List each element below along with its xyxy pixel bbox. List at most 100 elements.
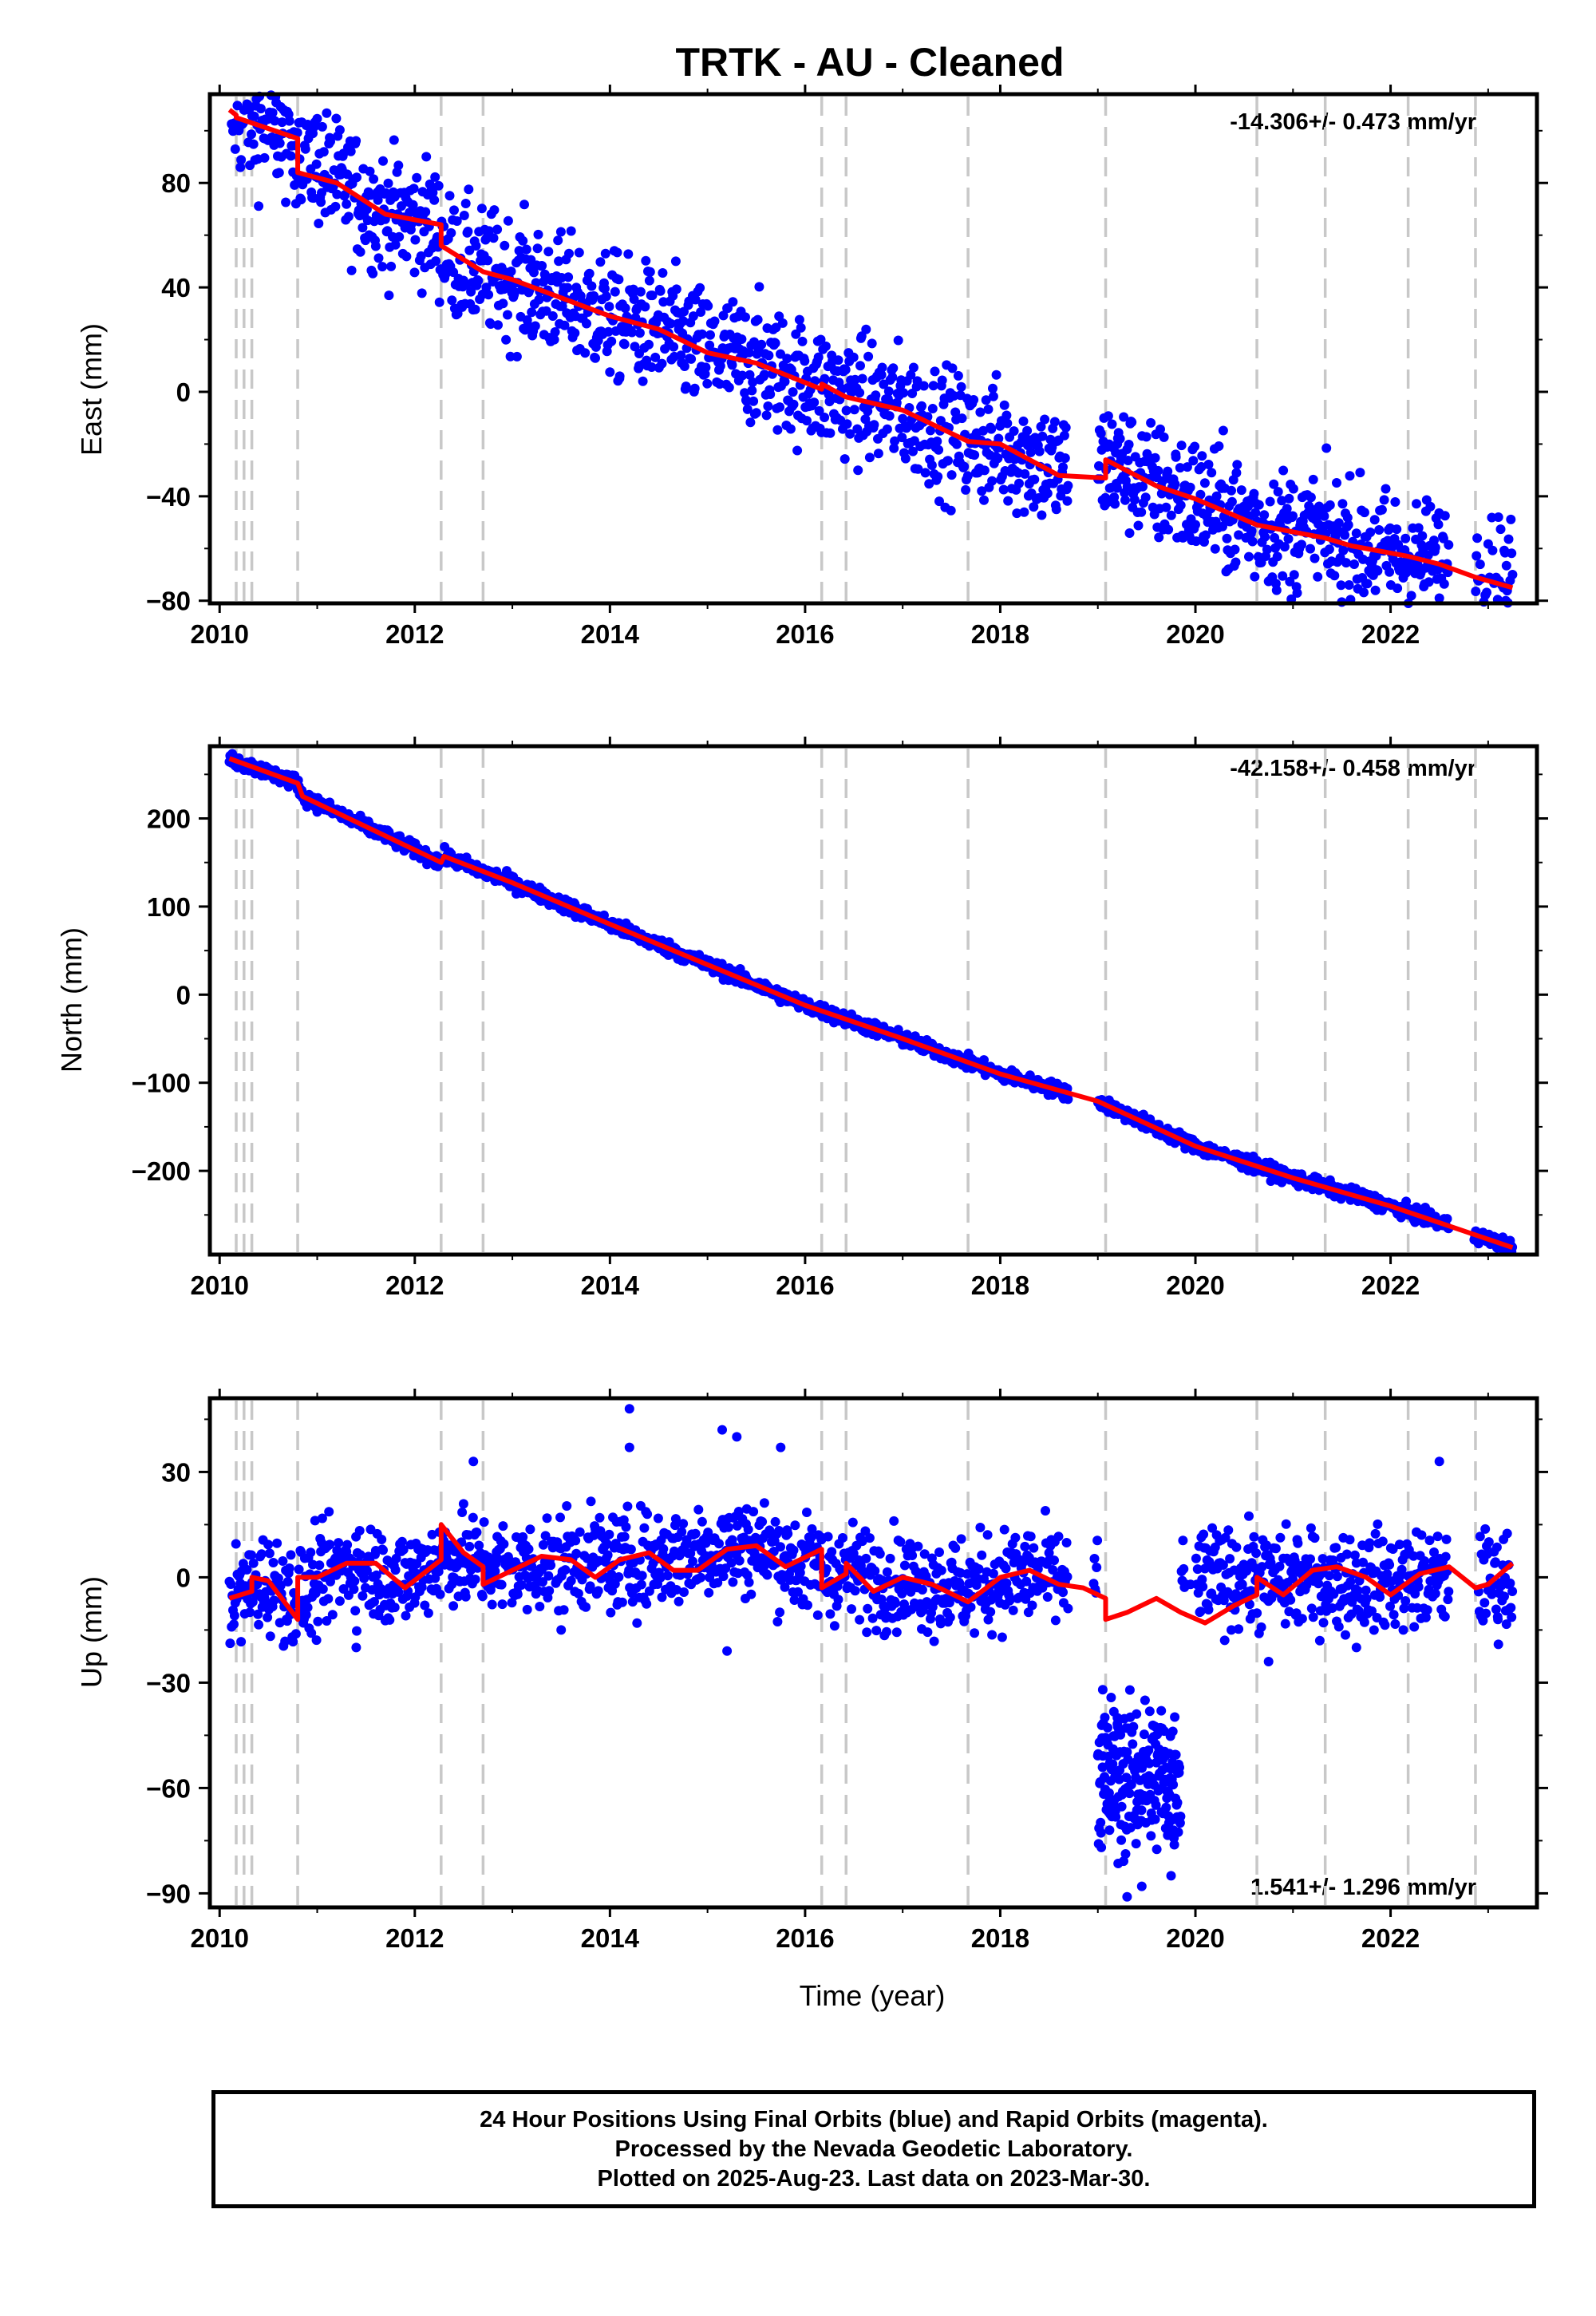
data-point-328 (464, 1541, 475, 1551)
data-point-1238 (1249, 1531, 1259, 1542)
data-point-1680 (614, 371, 625, 381)
data-point-854 (849, 405, 859, 415)
data-point-593 (658, 1543, 669, 1554)
data-point-1489 (1343, 520, 1353, 530)
data-point-1097 (1027, 1600, 1037, 1611)
data-point-1551 (1507, 1587, 1518, 1596)
data-point-141 (327, 1610, 338, 1620)
data-point-903 (885, 1553, 895, 1563)
data-point-1115 (1041, 1506, 1050, 1516)
data-point-401 (518, 235, 528, 246)
x-tick-label-2012: 2012 (385, 1271, 444, 1300)
data-point-751 (774, 1526, 784, 1535)
data-point-697 (734, 1555, 745, 1566)
data-point-15 (235, 162, 246, 172)
ylabel-up: Up (mm) (75, 1576, 108, 1688)
data-point-1242 (1252, 1608, 1262, 1618)
data-point-208 (377, 1535, 387, 1544)
data-point-994 (952, 439, 962, 449)
data-point-326 (463, 227, 473, 236)
data-point-705 (741, 312, 750, 322)
data-point-359 (487, 1599, 497, 1610)
data-point-1365 (1341, 1549, 1352, 1559)
data-point-592 (658, 268, 668, 278)
data-point-1582 (1412, 499, 1421, 509)
data-point-498 (589, 290, 599, 301)
data-point-1404 (1370, 1528, 1381, 1539)
data-point-844 (842, 419, 852, 429)
data-point-84 (286, 1550, 296, 1560)
data-point-969 (934, 445, 944, 455)
data-point-1141 (1059, 430, 1069, 441)
data-point-69 (275, 138, 285, 148)
data-point-1525 (1369, 515, 1380, 525)
data-point-1099 (1029, 502, 1039, 512)
data-point-1612 (1433, 520, 1444, 530)
data-point-252 (409, 184, 419, 194)
data-point-1161 (1192, 1564, 1203, 1575)
data-point-363 (490, 1566, 500, 1576)
data-point-716 (749, 396, 759, 406)
data-point-1445 (1400, 1596, 1411, 1606)
data-point-589 (655, 1572, 666, 1583)
data-point-855 (850, 374, 860, 385)
data-point-1095 (1025, 447, 1036, 457)
data-point-227 (390, 1565, 401, 1575)
data-point-336 (470, 304, 480, 314)
data-point-1168 (1198, 1582, 1208, 1592)
data-point-616 (675, 1570, 685, 1580)
data-point-906 (887, 372, 898, 382)
data-point-123 (314, 1560, 325, 1571)
data-point-73 (278, 1556, 288, 1566)
data-point-1050 (993, 453, 1003, 464)
data-point-513 (599, 283, 610, 294)
y-tick-label-east: −80 (146, 587, 191, 616)
data-point-1677 (1506, 514, 1516, 524)
data-point-709 (743, 1524, 753, 1535)
data-point-1317 (1306, 1603, 1317, 1614)
data-point-399 (516, 1580, 527, 1590)
data-point-330 (466, 287, 476, 297)
data-point-2 (226, 1579, 236, 1589)
data-point-376 (500, 240, 510, 251)
data-point-1261 (1176, 441, 1187, 451)
data-point-577 (646, 362, 657, 372)
data-point-120 (312, 113, 322, 124)
data-point-1193 (1127, 417, 1137, 427)
data-point-1056 (997, 1632, 1007, 1642)
data-point-1084 (1017, 1558, 1028, 1568)
data-point-590 (656, 1535, 666, 1545)
data-point-1167 (1197, 1575, 1207, 1585)
data-point-530 (612, 247, 622, 258)
data-point-111 (306, 1547, 316, 1558)
data-point-1269 (1182, 462, 1192, 472)
data-point-172 (350, 1606, 361, 1616)
data-point-1193 (1216, 1582, 1227, 1592)
data-point-1062 (1001, 410, 1012, 421)
data-point-982 (943, 456, 953, 466)
data-point-117 (310, 1516, 320, 1526)
data-point-865 (857, 1536, 867, 1547)
data-point-474 (571, 1548, 582, 1559)
data-point-1391 (1271, 585, 1282, 595)
data-point-174 (352, 1626, 361, 1636)
data-point-1389 (1359, 1617, 1369, 1627)
data-point-954 (922, 1627, 933, 1638)
data-point-881 (869, 420, 879, 430)
data-point-1515 (1481, 1608, 1491, 1618)
data-point-232 (394, 231, 405, 242)
data-point-163 (343, 211, 354, 222)
data-point-1061 (1001, 1563, 1011, 1574)
data-point-386 (507, 1598, 517, 1608)
data-point-713 (746, 1589, 757, 1599)
data-point-1130 (1051, 504, 1061, 515)
data-point-76 (280, 1636, 290, 1646)
data-point-781 (796, 1561, 806, 1571)
data-point-1408 (1284, 493, 1294, 504)
data-point-1341 (1324, 1571, 1334, 1581)
data-point-871 (862, 1627, 872, 1638)
data-point-91 (290, 1629, 301, 1639)
data-point-70 (275, 1580, 286, 1591)
data-point-712 (745, 417, 756, 428)
data-point-1199 (1220, 1532, 1231, 1543)
